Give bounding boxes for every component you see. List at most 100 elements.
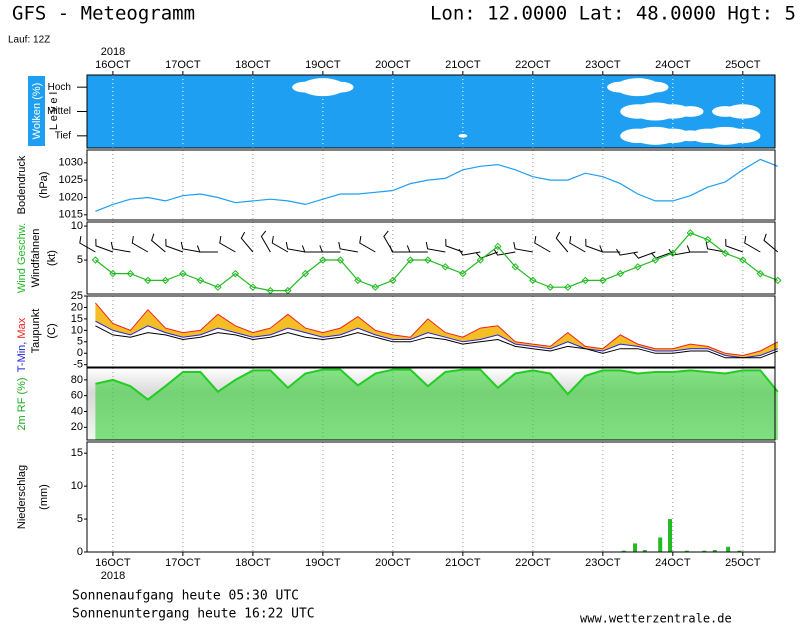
y-tick-label: 1020: [59, 191, 83, 203]
panel: [87, 222, 775, 294]
wind-barb: [95, 238, 114, 253]
cloud: [327, 81, 354, 93]
precipitation-bar: [621, 550, 626, 552]
precipitation-bar: [668, 519, 673, 552]
wind-speed-marker: [336, 256, 345, 264]
legend-entry: Max: [16, 317, 28, 338]
temperature-line: [95, 325, 778, 359]
y-axis-label: (hPa): [38, 172, 50, 199]
wind-speed-marker: [161, 276, 170, 285]
wind-barb: [493, 248, 516, 256]
wind-speed-marker: [126, 269, 135, 278]
x-tick-label: 19OCT: [305, 557, 341, 569]
wind-barb: [301, 245, 323, 253]
wind-speed-marker: [249, 283, 257, 291]
wind-barb: [338, 241, 358, 253]
legend-entry: T-Min,: [16, 342, 28, 373]
x-tick-label: 23OCT: [585, 557, 621, 569]
wind-barb: [110, 241, 131, 253]
wind-speed-marker: [371, 283, 380, 291]
wind-barb: [555, 231, 569, 253]
wind-barb: [744, 236, 761, 253]
y-axis-label: (C): [46, 323, 58, 338]
y-axis-label: Niederschlag: [16, 465, 28, 529]
y-axis-label: Windfahnen: [30, 229, 42, 288]
legend-entry: Taupunkt: [30, 309, 42, 354]
title: GFS - Meteogramm: [12, 3, 195, 25]
level-label: Hoch: [48, 82, 71, 93]
wind-speed-marker: [354, 276, 362, 285]
y-tick-label: 1030: [59, 157, 83, 169]
y-axis-label: Bodendruck: [16, 155, 28, 214]
temperature-legend: T-Min, Max: [16, 317, 28, 372]
wind-barb: [131, 236, 149, 253]
x-tick-label: 23OCT: [585, 59, 621, 71]
wind-barb: [260, 230, 271, 253]
y-tick-label: 5: [77, 336, 83, 348]
precipitation-bar: [737, 550, 742, 552]
wind-barb: [406, 245, 428, 253]
y-tick-label: 0: [77, 546, 83, 558]
wind-speed-marker: [406, 256, 415, 264]
y-tick-label: 5: [77, 513, 83, 525]
y-tick-label: 0: [77, 347, 83, 359]
x-tick-label: 21OCT: [445, 59, 481, 71]
x-tick-label: 25OCT: [725, 59, 761, 71]
wind-barb: [425, 241, 446, 253]
y-tick-label: 1025: [59, 174, 83, 186]
wind-barb: [196, 245, 218, 253]
wind-speed-marker: [144, 276, 152, 285]
x-tick-label: 22OCT: [515, 557, 551, 569]
wind-barb: [319, 245, 341, 253]
wind-barb: [271, 236, 289, 253]
x-tick-label: 21OCT: [445, 557, 481, 569]
wind-barb: [219, 236, 236, 253]
wind-barb: [151, 233, 166, 253]
wind-barb: [79, 236, 96, 253]
wind-speed-marker: [529, 276, 537, 285]
y-axis-label: L e v e l: [48, 92, 60, 130]
wind-barb: [569, 236, 586, 253]
panel-border: [86, 221, 776, 295]
y-tick-label: 60: [71, 390, 83, 402]
wind-speed-marker: [651, 256, 660, 264]
sunset: Sonnenuntergang heute 16:22 UTC: [72, 607, 315, 622]
y-tick-label: -5: [73, 359, 83, 371]
wind-barb: [180, 241, 201, 253]
wind-barb: [585, 238, 603, 253]
wind-speed-marker: [546, 283, 555, 291]
panel-border: [86, 149, 776, 221]
wind-barb: [240, 231, 254, 253]
cloud: [725, 128, 761, 144]
wind-speed-marker: [686, 229, 695, 237]
panel-border: [86, 367, 776, 441]
x-tick-label: 16OCT: [95, 557, 131, 569]
wind-speed-marker: [441, 263, 450, 271]
temperature-range: [95, 302, 778, 358]
wind-speed-marker: [214, 283, 222, 291]
panel-border: [86, 441, 776, 553]
y-axis-label: (kt): [46, 250, 58, 266]
precipitation-bar: [702, 550, 707, 552]
wind-barb: [534, 236, 551, 253]
precipitation-bar: [726, 546, 731, 552]
y-tick-label: 10: [71, 324, 83, 336]
y-tick-label: 15: [71, 447, 83, 459]
x-tick-label: 22OCT: [515, 59, 551, 71]
wind-speed-marker: [459, 269, 467, 278]
wind-speed-marker: [424, 256, 432, 264]
wind-barb: [389, 245, 411, 253]
y-tick-label: 20: [71, 301, 83, 313]
y-tick-label: 1015: [59, 209, 83, 221]
wind-speed-marker: [301, 269, 310, 278]
wind-barb: [705, 241, 726, 253]
wind-speed-marker: [774, 276, 782, 285]
sunrise: Sonnenaufgang heute 05:30 UTC: [72, 589, 299, 604]
panel-border: [86, 74, 776, 149]
y-tick-label: 10: [71, 480, 83, 492]
wind-barb: [165, 238, 184, 253]
x-tick-label: 24OCT: [655, 557, 691, 569]
wind-speed-marker: [511, 263, 520, 271]
wind-barb: [458, 248, 481, 256]
